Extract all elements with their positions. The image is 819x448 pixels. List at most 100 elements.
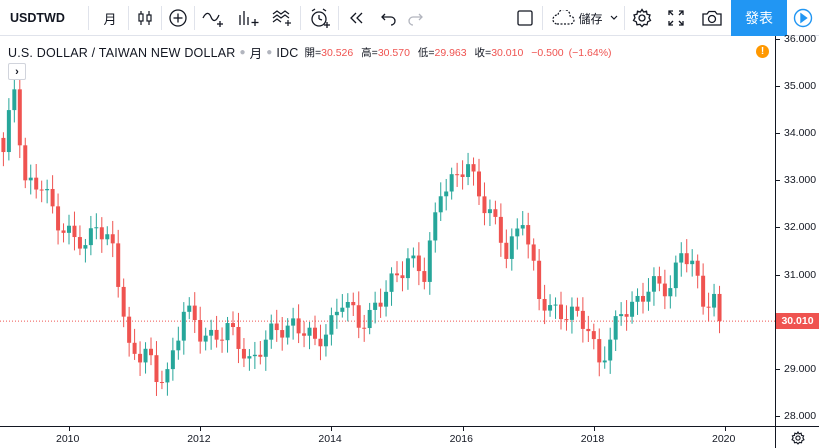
replay-button[interactable] xyxy=(343,0,369,36)
layout-button[interactable] xyxy=(512,0,538,36)
candle xyxy=(477,158,481,206)
candle xyxy=(624,300,629,331)
candle-body xyxy=(367,309,372,329)
indicators-button[interactable] xyxy=(198,0,228,36)
candle-body xyxy=(389,273,394,292)
candle xyxy=(143,342,148,374)
cloud-save-icon xyxy=(552,10,576,25)
candle xyxy=(706,292,711,322)
candle-body xyxy=(225,323,230,341)
candle xyxy=(34,164,39,199)
candle xyxy=(323,324,328,357)
undo-icon xyxy=(381,13,396,26)
time-axis[interactable]: 2010 2012 2014 2016 2018 2020 xyxy=(0,426,775,448)
candle xyxy=(575,297,580,317)
candle xyxy=(50,175,55,214)
axis-settings-button[interactable] xyxy=(775,426,819,448)
candle xyxy=(542,284,547,325)
financials-button[interactable] xyxy=(234,0,262,36)
candle-body xyxy=(154,355,159,383)
time-tick-mark xyxy=(462,427,464,431)
candle xyxy=(405,248,410,290)
legend-interval: 月 xyxy=(249,47,263,61)
candle-body xyxy=(559,304,563,320)
candle-body xyxy=(6,110,11,153)
candle xyxy=(378,288,383,318)
candle xyxy=(110,220,115,258)
time-tick-mark xyxy=(331,427,333,431)
settings-button[interactable] xyxy=(629,0,655,36)
candle-body xyxy=(1,137,6,153)
gear-icon xyxy=(790,430,805,445)
play-icon xyxy=(793,8,813,28)
candle-body xyxy=(690,260,695,265)
candle-body xyxy=(433,212,438,241)
price-axis[interactable]: 36.000 35.000 34.000 33.000 32.000 31.000 30.0… xyxy=(775,33,819,426)
toolbar-divider xyxy=(542,6,543,30)
snapshot-button[interactable] xyxy=(698,0,726,36)
candle xyxy=(236,312,241,364)
add-compare-icon xyxy=(169,9,187,27)
top-toolbar: USDTWD 月 xyxy=(0,0,819,36)
toolbar-divider xyxy=(88,6,89,30)
candle-body xyxy=(61,230,66,233)
candle-body xyxy=(706,306,711,308)
chart-type-button[interactable] xyxy=(132,0,158,36)
time-tick-mark xyxy=(725,427,726,431)
widget-bar-toggle[interactable] xyxy=(787,0,819,36)
candle xyxy=(482,182,487,226)
high-value: 30.570 xyxy=(377,47,410,59)
candle xyxy=(411,247,416,268)
candle-body xyxy=(23,145,28,181)
interval-button[interactable]: 月 xyxy=(96,0,124,36)
fullscreen-button[interactable] xyxy=(663,0,689,36)
open-value: 30.526 xyxy=(321,47,354,59)
indicators-icon xyxy=(202,12,223,27)
templates-button[interactable] xyxy=(268,0,296,36)
candle xyxy=(132,328,137,360)
warning-icon[interactable]: ! xyxy=(756,45,769,58)
legend-collapse-button[interactable]: › xyxy=(8,63,26,80)
time-tick-label: 2018 xyxy=(580,433,605,445)
candle xyxy=(269,314,274,349)
candle-body xyxy=(121,286,126,317)
legend-separator: ● xyxy=(239,47,246,58)
candle xyxy=(192,292,197,333)
time-tick-label: 2010 xyxy=(56,433,80,445)
candle-body xyxy=(291,318,296,326)
candle-body xyxy=(39,189,44,191)
candle xyxy=(45,179,50,204)
price-chart[interactable] xyxy=(0,36,775,426)
save-button[interactable]: 儲存 xyxy=(548,0,622,36)
candle xyxy=(646,278,651,311)
candle xyxy=(460,160,465,190)
compare-button[interactable] xyxy=(165,0,191,36)
symbol-search-button[interactable]: USDTWD xyxy=(0,0,88,36)
price-tick-mark xyxy=(776,180,780,182)
candle xyxy=(307,321,312,350)
time-tick-label: 2016 xyxy=(449,433,473,445)
candle-body xyxy=(444,191,449,197)
alert-button[interactable] xyxy=(306,0,334,36)
candle-body xyxy=(482,196,487,214)
undo-button[interactable] xyxy=(376,0,402,36)
candle xyxy=(247,349,252,371)
candle-body xyxy=(143,348,148,363)
candle xyxy=(498,203,503,257)
candle xyxy=(1,132,6,167)
candle-body xyxy=(17,89,22,146)
publish-button[interactable]: 發表 xyxy=(731,0,787,36)
candle xyxy=(340,294,345,318)
candle xyxy=(487,199,492,227)
candle-body xyxy=(526,225,531,245)
time-tick-label: 2014 xyxy=(318,433,342,445)
candle-body xyxy=(701,275,706,307)
time-tick-mark xyxy=(69,427,70,431)
candle-body xyxy=(345,301,350,308)
candle xyxy=(695,254,700,289)
fullscreen-icon xyxy=(668,10,684,26)
change-value: −0.500 xyxy=(531,47,564,59)
candle xyxy=(285,318,290,345)
candle xyxy=(17,78,22,159)
redo-button[interactable] xyxy=(402,0,428,36)
